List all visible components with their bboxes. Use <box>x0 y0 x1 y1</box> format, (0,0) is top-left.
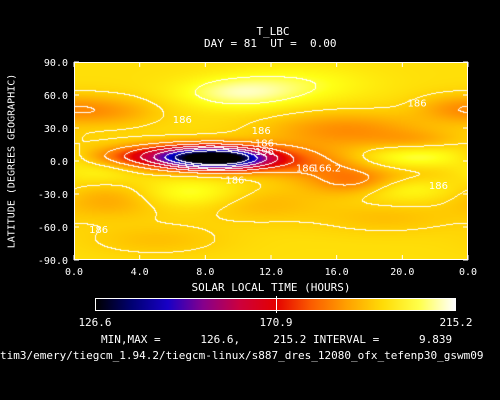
heatmap-canvas <box>74 62 468 260</box>
x-tick-label: 20.0 <box>390 267 414 278</box>
contour-label: 186 <box>408 99 427 110</box>
x-tick-label: 0.0 <box>459 267 477 278</box>
colorbar-mid-tick <box>275 296 277 313</box>
y-tick-label: 90.0 <box>44 58 68 69</box>
x-tick-label: 8.0 <box>196 267 214 278</box>
contour-label: 186 <box>252 126 271 137</box>
colorbar <box>95 296 456 313</box>
y-tick-label: 60.0 <box>44 91 68 102</box>
max-value: 215.2 <box>273 333 307 346</box>
x-tick-label: 12.0 <box>259 267 283 278</box>
contour-label: 196 <box>255 147 274 158</box>
contour-label: 186 <box>173 115 192 126</box>
contour-label: 186 <box>296 164 315 175</box>
colorbar-max-label: 215.2 <box>439 316 473 329</box>
contour-label: 186 <box>225 176 244 187</box>
y-axis-label: LATITUDE (DEGREES GEOGRAPHIC) <box>6 73 18 249</box>
y-tick-label: -30.0 <box>38 190 68 201</box>
y-tick-label: 0.0 <box>50 157 68 168</box>
stats-line: MIN,MAX = 126.6, 215.2 INTERVAL = 9.839 <box>101 334 452 346</box>
y-tick-label: -60.0 <box>38 223 68 234</box>
colorbar-mid-label: 170.9 <box>259 316 293 329</box>
ut-label: UT = <box>270 37 297 50</box>
contour-label: 186 <box>429 181 448 192</box>
colorbar-min-label: 126.6 <box>78 316 112 329</box>
minmax-label: MIN,MAX = <box>101 333 161 346</box>
interval-value: 9.839 <box>418 333 453 346</box>
day-value: 81 <box>243 37 257 50</box>
chart-subtitle: DAY = 81 UT = 0.00 <box>204 38 337 50</box>
interval-label: INTERVAL = <box>312 333 380 346</box>
contour-label: 186 <box>255 138 274 149</box>
y-tick-label: 30.0 <box>44 124 68 135</box>
ut-value: 0.00 <box>310 37 337 50</box>
day-label: DAY = <box>204 37 238 50</box>
x-tick-label: 4.0 <box>131 267 149 278</box>
contour-label: 166.2 <box>312 164 341 175</box>
min-value: 126.6, <box>200 333 241 346</box>
chart-title: T_LBC <box>256 25 290 38</box>
x-axis-label: SOLAR LOCAL TIME (HOURS) <box>191 281 351 294</box>
contour-label: 186 <box>89 225 108 236</box>
file-path: tim3/emery/tiegcm_1.94.2/tiegcm-linux/s8… <box>0 350 484 362</box>
y-tick-label: -90.0 <box>38 256 68 267</box>
x-tick-label: 0.0 <box>65 267 83 278</box>
plot-frame <box>74 62 468 260</box>
x-tick-label: 16.0 <box>325 267 349 278</box>
